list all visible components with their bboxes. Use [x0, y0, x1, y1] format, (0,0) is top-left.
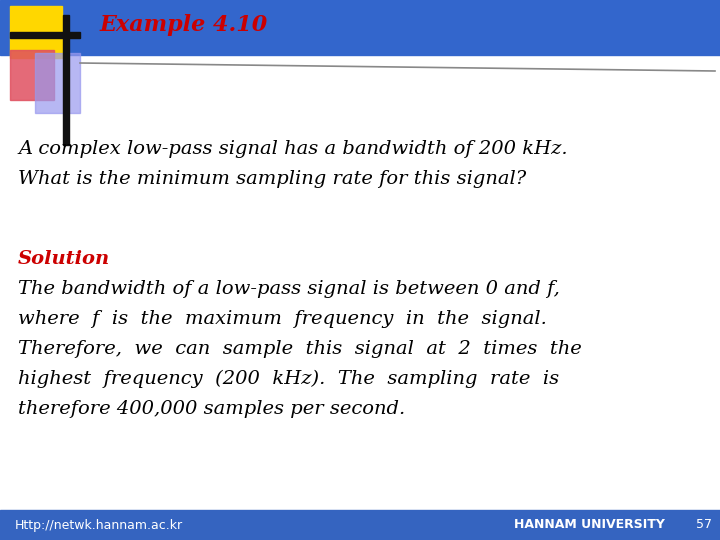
Text: highest  frequency  (200  kHz).  The  sampling  rate  is: highest frequency (200 kHz). The samplin…	[18, 370, 559, 388]
Bar	[10, 50, 54, 100]
Bar	[0, 510, 720, 540]
Text: therefore 400,000 samples per second.: therefore 400,000 samples per second.	[18, 400, 405, 418]
Text: A complex low-pass signal has a bandwidth of 200 kHz.: A complex low-pass signal has a bandwidt…	[18, 140, 567, 158]
Text: Therefore,  we  can  sample  this  signal  at  2  times  the: Therefore, we can sample this signal at …	[18, 340, 582, 358]
Bar	[0, 55, 720, 510]
Text: What is the minimum sampling rate for this signal?: What is the minimum sampling rate for th…	[18, 170, 526, 188]
Bar	[10, 32, 80, 38]
Bar	[0, 0, 720, 55]
Text: HANNAM UNIVERSITY: HANNAM UNIVERSITY	[514, 518, 665, 531]
Text: The bandwidth of a low-pass signal is between 0 and f,: The bandwidth of a low-pass signal is be…	[18, 280, 560, 298]
Bar	[10, 6, 62, 58]
Text: where  f  is  the  maximum  frequency  in  the  signal.: where f is the maximum frequency in the …	[18, 310, 547, 328]
Bar	[35, 53, 80, 113]
Bar	[63, 15, 69, 145]
Text: 57: 57	[696, 518, 712, 531]
Text: Example 4.10: Example 4.10	[100, 14, 269, 36]
Text: Http://netwk.hannam.ac.kr: Http://netwk.hannam.ac.kr	[15, 518, 183, 531]
Text: Solution: Solution	[18, 250, 110, 268]
